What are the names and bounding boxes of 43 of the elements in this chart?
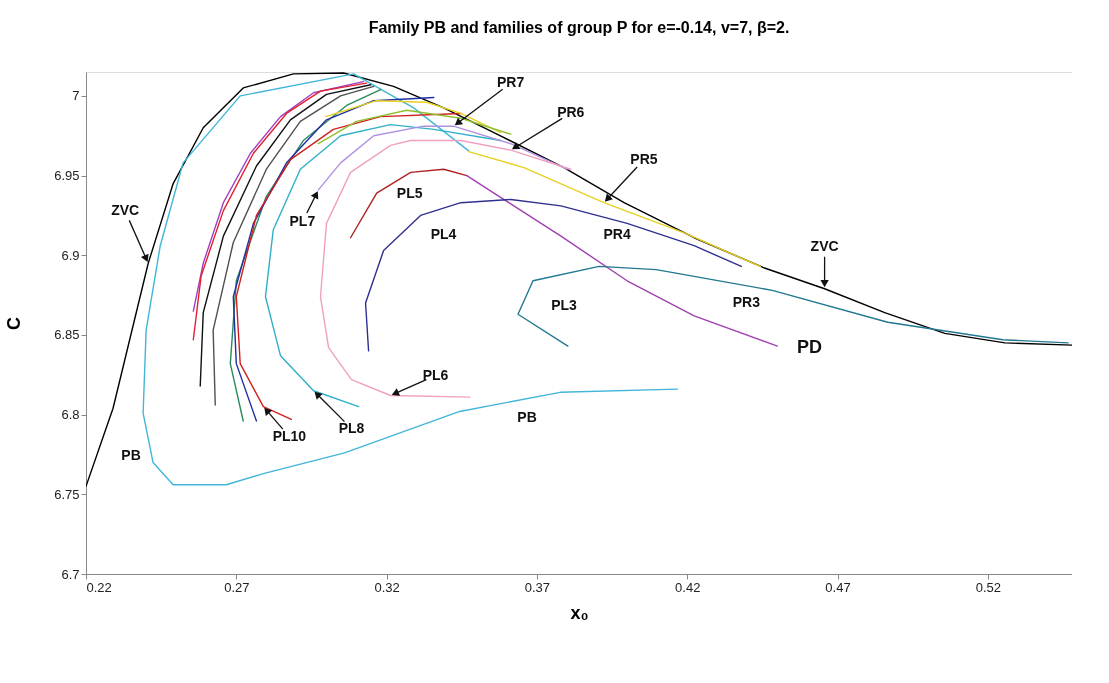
line-series xyxy=(142,73,678,486)
annotation: PL7 xyxy=(289,212,316,229)
y-tick-label: 6.7 xyxy=(61,566,80,582)
x-tick-label: 0.37 xyxy=(524,579,551,595)
x-tick-label: 0.32 xyxy=(374,579,400,595)
annotation: PL10 xyxy=(272,427,307,444)
y-tick-label: 6.85 xyxy=(54,327,80,343)
chart-title: Family PB and families of group P for e=-0.14, v=7, β=2. xyxy=(368,19,790,36)
y-tick-label: 7 xyxy=(72,88,80,104)
annotation: PB xyxy=(517,409,537,426)
x-tick-label: 0.22 xyxy=(86,579,112,595)
annotation: PL5 xyxy=(396,185,423,202)
y-axis-title: C xyxy=(4,317,25,330)
y-tick-label: 6.95 xyxy=(54,168,80,184)
annotation: PR3 xyxy=(732,294,761,311)
y-tick-label: 6.8 xyxy=(61,407,80,423)
x-axis-title: x₀ xyxy=(570,602,589,623)
line-series xyxy=(324,99,502,134)
annotation: ZVC xyxy=(810,237,839,254)
line-series xyxy=(349,168,468,239)
line-series xyxy=(235,112,462,421)
annotation: PR5 xyxy=(630,150,658,167)
annotation: PL4 xyxy=(430,226,457,243)
annotation: PR4 xyxy=(603,226,631,243)
annotation: PR7 xyxy=(497,74,525,91)
line-series xyxy=(229,88,382,422)
x-tick-label: 0.47 xyxy=(825,579,851,595)
line-series xyxy=(317,109,512,145)
annotation: PD xyxy=(796,337,822,358)
x-tick-label: 0.52 xyxy=(975,579,1001,595)
annotation: PL8 xyxy=(338,419,365,436)
annotation: PL3 xyxy=(551,297,578,314)
annotation: PR6 xyxy=(557,104,585,121)
annotation: PB xyxy=(121,447,141,464)
line-series xyxy=(86,72,1072,488)
x-tick-label: 0.27 xyxy=(224,579,250,595)
line-series xyxy=(467,150,761,268)
annotation: ZVC xyxy=(111,202,140,219)
x-tick-label: 0.42 xyxy=(675,579,701,595)
y-tick-label: 6.75 xyxy=(54,486,80,502)
line-series xyxy=(466,174,779,347)
annotation: PL6 xyxy=(422,366,449,383)
y-tick-label: 6.9 xyxy=(61,247,80,263)
